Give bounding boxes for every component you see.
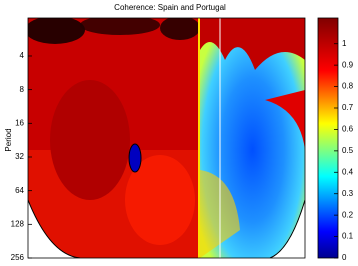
y-tick-label: 32 <box>15 152 24 161</box>
colorbar-tick-label: 1 <box>342 39 347 48</box>
chart: Coherence: Spain and Portugal Period 4 8 1… <box>0 0 358 266</box>
colorbar-tick-label: 0.1 <box>342 232 354 241</box>
colorbar <box>318 18 338 258</box>
page: Coherence: Spain and Portugal Period 4 8 1… <box>0 0 358 266</box>
y-tick-label: 256 <box>11 253 25 262</box>
colorbar-tick-label: 0.6 <box>342 125 354 134</box>
colorbar-tick-label: 0.8 <box>342 82 354 91</box>
colorbar-tick-label: 0.2 <box>342 210 354 219</box>
colorbar-tick-label: 0.4 <box>342 167 354 176</box>
y-axis-label: Period <box>4 128 13 151</box>
colorbar-tick-label: 0.3 <box>342 189 354 198</box>
colorbar-tick-label: 0.9 <box>342 60 354 69</box>
colorbar-tick-label: 0.5 <box>342 146 354 155</box>
y-tick-label: 4 <box>20 51 25 60</box>
y-tick-label: 16 <box>15 118 24 127</box>
colorbar-tick-label: 0.7 <box>342 103 354 112</box>
y-tick-label: 128 <box>11 219 25 228</box>
y-tick-label: 64 <box>15 186 24 195</box>
y-tick-label: 8 <box>20 85 25 94</box>
colorbar-tick-label: 0 <box>342 253 347 262</box>
chart-title: Coherence: Spain and Portugal <box>114 3 226 12</box>
heatmap-image <box>25 15 305 258</box>
